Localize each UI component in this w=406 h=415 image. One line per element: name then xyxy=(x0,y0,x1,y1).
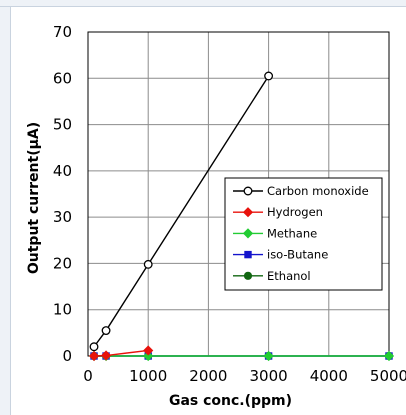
x-tick-label: 5000 xyxy=(370,367,406,385)
legend-marker xyxy=(242,207,254,218)
legend-entry: Carbon monoxide xyxy=(233,184,369,198)
series-carbon-monoxide xyxy=(89,71,274,352)
legend-entry: Hydrogen xyxy=(233,205,323,219)
legend-label: Hydrogen xyxy=(267,205,323,219)
data-point xyxy=(101,326,111,335)
y-tick-label: 40 xyxy=(53,162,72,180)
x-axis-title: Gas conc.(ppm) xyxy=(169,393,292,409)
x-tick-label: 4000 xyxy=(310,367,348,385)
series-hydrogen xyxy=(88,345,154,362)
window-top-border xyxy=(0,0,406,7)
legend-marker xyxy=(243,186,253,196)
legend-marker xyxy=(244,250,252,259)
legend-marker xyxy=(243,271,253,280)
y-tick-label: 60 xyxy=(53,69,72,87)
legend-entry: iso-Butane xyxy=(233,248,328,262)
axis-ticks: 0 1000 2000 3000 4000 5000 0 10 20 30 40 50 60 70 xyxy=(53,23,406,385)
legend-label: Methane xyxy=(267,226,317,240)
legend-label: iso-Butane xyxy=(267,248,328,262)
x-tick-label: 2000 xyxy=(189,367,227,385)
data-point xyxy=(89,342,99,352)
data-point xyxy=(100,350,112,361)
legend-marker xyxy=(242,228,254,239)
legend-label: Ethanol xyxy=(267,269,311,283)
y-tick-label: 30 xyxy=(53,208,72,226)
y-tick-label: 50 xyxy=(53,116,72,134)
data-point xyxy=(263,350,274,362)
data-point xyxy=(88,350,100,362)
legend-label: Carbon monoxide xyxy=(267,184,369,198)
series-group xyxy=(88,71,395,362)
y-tick-label: 20 xyxy=(53,254,72,272)
grid xyxy=(88,32,389,356)
y-tick-label: 10 xyxy=(53,301,72,319)
y-axis-title: Output current(μA) xyxy=(26,122,42,274)
data-point xyxy=(383,350,395,362)
data-point xyxy=(264,71,274,81)
data-point xyxy=(143,345,154,356)
legend-entry: Ethanol xyxy=(233,269,311,283)
data-point xyxy=(143,259,153,269)
y-tick-label: 0 xyxy=(62,347,72,365)
series-methane xyxy=(88,350,395,362)
x-tick-label: 1000 xyxy=(129,367,167,385)
x-tick-label: 3000 xyxy=(250,367,288,385)
x-tick-label: 0 xyxy=(83,367,93,385)
legend-entry: Methane xyxy=(233,226,317,240)
legend: Carbon monoxide Hydrogen Methane iso-Butane… xyxy=(224,177,383,291)
y-tick-label: 70 xyxy=(53,23,72,41)
data-point xyxy=(143,350,154,362)
window-left-border xyxy=(0,0,11,415)
series-line xyxy=(93,75,270,348)
